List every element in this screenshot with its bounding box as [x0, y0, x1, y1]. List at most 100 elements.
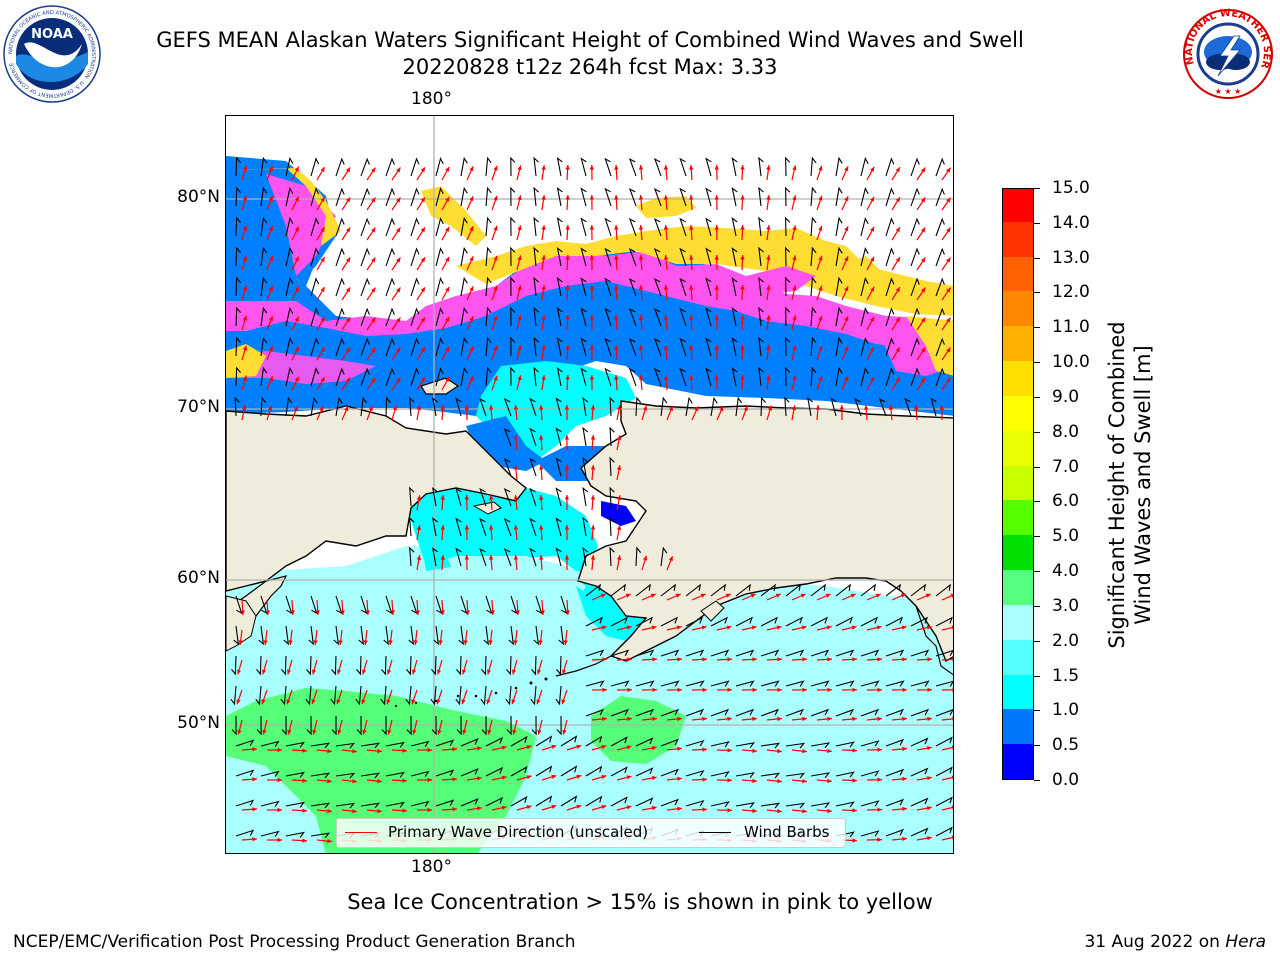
wave-arrow — [941, 257, 951, 271]
wind-barb — [535, 795, 553, 807]
wave-arrow — [362, 659, 368, 675]
wind-barb — [935, 826, 953, 837]
wind-barb — [860, 740, 880, 747]
wave-arrow — [941, 805, 953, 811]
wind-barb — [885, 337, 895, 357]
wind-barb — [835, 336, 843, 357]
wind-barb — [810, 708, 830, 717]
wind-barb — [635, 767, 654, 777]
wind-barb — [910, 247, 920, 267]
wave-arrow — [891, 687, 908, 692]
wave-arrow — [941, 347, 951, 361]
wave-arrow — [716, 778, 733, 783]
wind-barb — [485, 336, 492, 357]
wave-arrow — [491, 805, 507, 811]
wind-barb — [760, 708, 780, 717]
wind-barb — [835, 708, 855, 717]
wind-barb — [409, 396, 415, 417]
wave-arrow — [614, 374, 619, 391]
wave-arrow — [417, 807, 432, 813]
wind-barb — [530, 685, 537, 706]
wave-arrow — [241, 747, 258, 752]
wave-arrow — [491, 745, 507, 751]
wind-barb — [435, 157, 444, 177]
wave-arrow — [488, 629, 493, 645]
wave-arrow — [464, 524, 469, 541]
wind-barb — [807, 397, 814, 417]
wave-arrow — [614, 284, 619, 301]
wave-arrow — [666, 625, 682, 631]
wind-barb — [660, 583, 676, 597]
wave-arrow — [841, 748, 858, 753]
wind-barb — [432, 397, 438, 417]
wind-barb — [358, 625, 365, 646]
wind-barb — [460, 186, 468, 207]
wind-barb — [255, 685, 262, 706]
wind-barb — [260, 246, 268, 267]
wave-arrow — [663, 225, 669, 241]
wind-barb — [760, 742, 781, 749]
wave-arrow — [291, 838, 308, 843]
colorbar-title-line1: Significant Height of Combined — [1105, 321, 1129, 649]
wave-arrow — [564, 524, 570, 541]
wave-arrow — [541, 225, 546, 241]
wind-barb — [910, 337, 920, 357]
wind-barb — [505, 685, 512, 706]
wind-barb — [556, 367, 563, 387]
wave-arrow — [262, 719, 268, 735]
wind-barb — [785, 680, 805, 687]
wind-barb — [910, 649, 930, 657]
wind-barb — [360, 187, 370, 207]
wave-arrow — [916, 593, 931, 601]
wind-barb — [458, 625, 465, 646]
wind-barb — [585, 708, 605, 717]
wind-barb — [531, 655, 537, 676]
wind-barb — [731, 307, 738, 327]
wave-arrow — [541, 255, 546, 271]
wave-arrow — [466, 316, 474, 331]
wave-arrow — [391, 808, 408, 813]
wave-arrow — [316, 748, 332, 754]
colorbar-tick-label: 7.0 — [1052, 456, 1080, 477]
wind-barb — [556, 187, 563, 207]
wind-barb — [285, 771, 305, 778]
wave-arrow — [489, 404, 494, 421]
wave-arrow — [741, 687, 758, 692]
wind-barb — [785, 276, 791, 297]
wave-arrow — [415, 599, 420, 616]
wind-barb — [731, 277, 738, 297]
wind-barb — [635, 616, 654, 627]
wind-barb — [285, 186, 294, 207]
wave-arrow — [411, 689, 418, 705]
wind-barb — [860, 830, 880, 837]
wave-arrow — [366, 808, 382, 814]
wave-arrow — [291, 778, 308, 783]
wave-arrow — [791, 809, 807, 814]
wave-arrow — [741, 593, 756, 601]
wave-arrow — [241, 837, 258, 842]
wind-barb — [785, 366, 791, 387]
wave-arrow — [714, 314, 719, 331]
wave-arrow — [366, 227, 376, 241]
wave-arrow — [366, 377, 376, 391]
wind-barb — [529, 547, 537, 567]
colorbar-band — [1003, 674, 1033, 710]
wind-barb — [860, 366, 869, 387]
wave-arrow — [441, 807, 458, 812]
wave-arrow — [441, 166, 450, 181]
wind-barb — [235, 739, 255, 747]
wave-arrow — [616, 593, 631, 601]
wind-barb — [582, 396, 589, 417]
wave-arrow — [516, 775, 532, 781]
wind-barb — [435, 367, 444, 387]
wind-barb — [385, 337, 395, 357]
wave-arrow — [241, 375, 248, 391]
wave-arrow — [916, 836, 932, 841]
wave-arrow — [791, 716, 807, 722]
wind-barb — [885, 828, 905, 837]
wind-barb — [555, 547, 562, 567]
wave-arrow — [891, 346, 901, 361]
wave-arrow — [391, 257, 401, 271]
wind-barb — [485, 306, 492, 327]
wind-barb — [310, 247, 320, 267]
